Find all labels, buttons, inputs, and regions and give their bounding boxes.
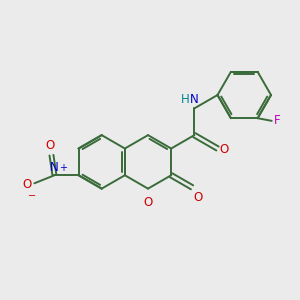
Text: F: F xyxy=(274,114,280,128)
Text: O: O xyxy=(22,178,32,191)
Text: −: − xyxy=(28,191,37,201)
Text: O: O xyxy=(143,196,153,208)
Text: N: N xyxy=(190,93,199,106)
Text: O: O xyxy=(46,139,55,152)
Text: H: H xyxy=(181,93,189,106)
Text: O: O xyxy=(220,143,229,156)
Text: +: + xyxy=(59,163,68,173)
Text: N: N xyxy=(50,161,59,174)
Text: O: O xyxy=(193,191,202,204)
